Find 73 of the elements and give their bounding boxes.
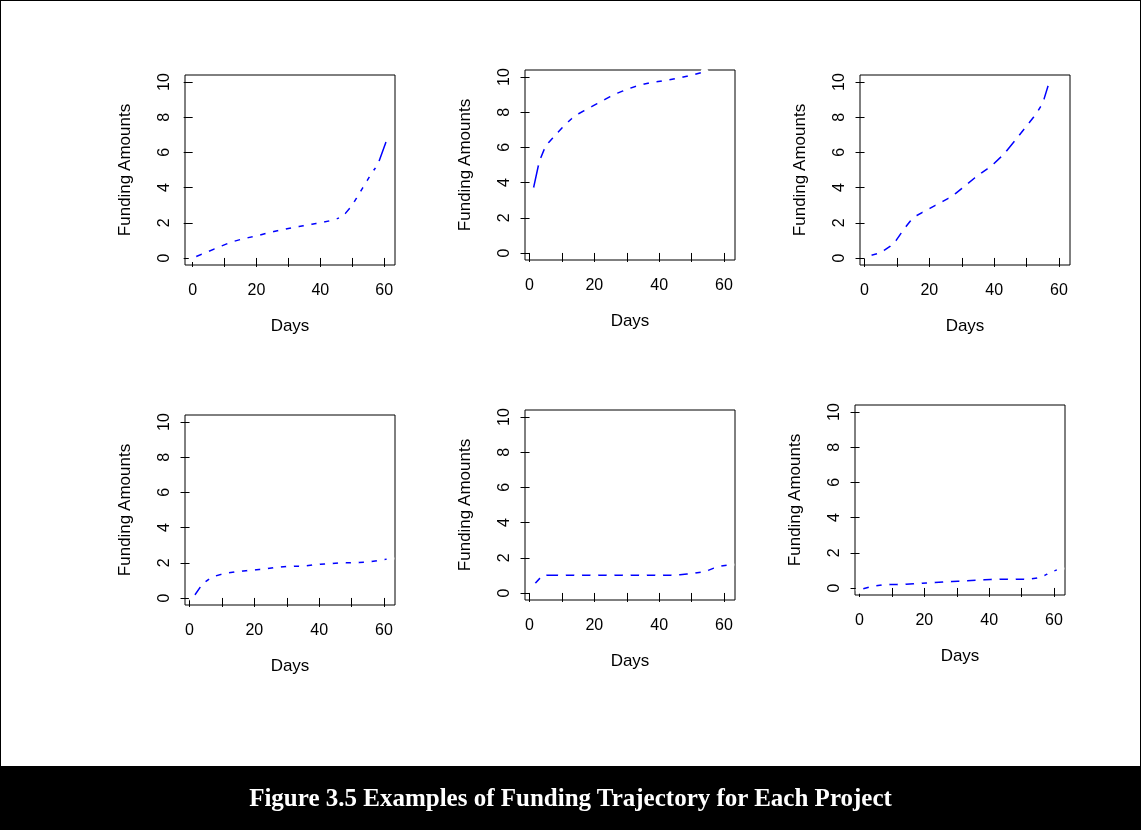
x-tick-label: 20 [245, 620, 264, 638]
y-tick-label: 10 [154, 413, 172, 431]
y-tick-label: 6 [154, 147, 172, 157]
x-tick-label: 40 [311, 280, 330, 298]
y-tick-label: 0 [494, 248, 512, 258]
x-tick-label: 60 [1045, 610, 1063, 628]
y-axis-title: Funding Amounts [790, 103, 809, 237]
y-tick-label: 10 [494, 408, 512, 426]
y-axis-title: Funding Amounts [115, 443, 134, 577]
y-tick-label: 0 [154, 593, 172, 603]
x-tick-label: 40 [985, 280, 1004, 298]
y-tick-label: 8 [824, 442, 842, 452]
y-tick-label: 8 [494, 107, 512, 117]
x-tick-label: 40 [650, 615, 669, 633]
x-tick-label: 20 [915, 610, 934, 628]
x-tick-label: 0 [860, 280, 870, 298]
x-tick-label: 20 [585, 615, 604, 633]
x-tick-label: 0 [525, 275, 535, 293]
x-tick-label: 0 [525, 615, 535, 633]
y-tick-label: 6 [829, 147, 847, 157]
y-tick-label: 4 [494, 178, 512, 188]
y-tick-label: 0 [824, 583, 842, 593]
x-axis-title: Days [610, 311, 650, 330]
x-tick-label: 60 [375, 620, 393, 638]
x-tick-label: 40 [980, 610, 999, 628]
y-tick-label: 10 [829, 73, 847, 91]
y-tick-label: 6 [154, 487, 172, 497]
y-tick-label: 2 [154, 218, 172, 228]
y-tick-label: 2 [154, 558, 172, 568]
x-tick-label: 40 [310, 620, 329, 638]
x-axis-title: Days [270, 316, 310, 335]
x-tick-label: 60 [715, 615, 733, 633]
y-tick-label: 0 [494, 588, 512, 598]
x-tick-label: 0 [185, 620, 195, 638]
y-tick-label: 10 [824, 403, 842, 421]
y-tick-label: 2 [824, 548, 842, 558]
y-tick-label: 8 [154, 112, 172, 122]
x-tick-label: 20 [585, 275, 604, 293]
x-tick-label: 60 [375, 280, 394, 298]
y-tick-label: 6 [494, 482, 512, 492]
x-tick-label: 0 [855, 610, 865, 628]
y-tick-label: 2 [494, 553, 512, 563]
x-axis-title: Days [940, 646, 980, 665]
y-tick-label: 4 [154, 183, 172, 193]
y-tick-label: 4 [824, 513, 842, 523]
caption: Figure 3.5 Examples of Funding Trajectory for Each Project [1, 766, 1140, 829]
x-tick-label: 40 [650, 275, 669, 293]
y-tick-label: 2 [494, 213, 512, 223]
y-tick-label: 4 [494, 518, 512, 528]
y-tick-label: 0 [154, 253, 172, 263]
y-axis-title: Funding Amounts [455, 98, 474, 232]
y-tick-label: 8 [829, 112, 847, 122]
y-tick-label: 2 [829, 218, 847, 228]
x-tick-label: 60 [1050, 280, 1068, 298]
y-tick-label: 6 [824, 477, 842, 487]
y-tick-label: 8 [154, 452, 172, 462]
y-axis-title: Funding Amounts [455, 438, 474, 572]
x-axis-title: Days [945, 316, 985, 335]
y-axis-title: Funding Amounts [785, 433, 804, 567]
x-tick-label: 60 [715, 275, 733, 293]
x-tick-label: 20 [920, 280, 939, 298]
x-tick-label: 20 [247, 280, 266, 298]
y-tick-label: 4 [829, 183, 847, 193]
y-axis-title: Funding Amounts [115, 103, 134, 237]
y-tick-label: 0 [829, 253, 847, 263]
y-tick-label: 6 [494, 142, 512, 152]
y-tick-label: 8 [494, 447, 512, 457]
y-tick-label: 10 [494, 68, 512, 86]
y-tick-label: 4 [154, 523, 172, 533]
x-axis-title: Days [270, 656, 310, 675]
x-tick-label: 0 [188, 280, 198, 298]
x-axis-title: Days [610, 651, 650, 670]
y-tick-label: 10 [154, 73, 172, 91]
